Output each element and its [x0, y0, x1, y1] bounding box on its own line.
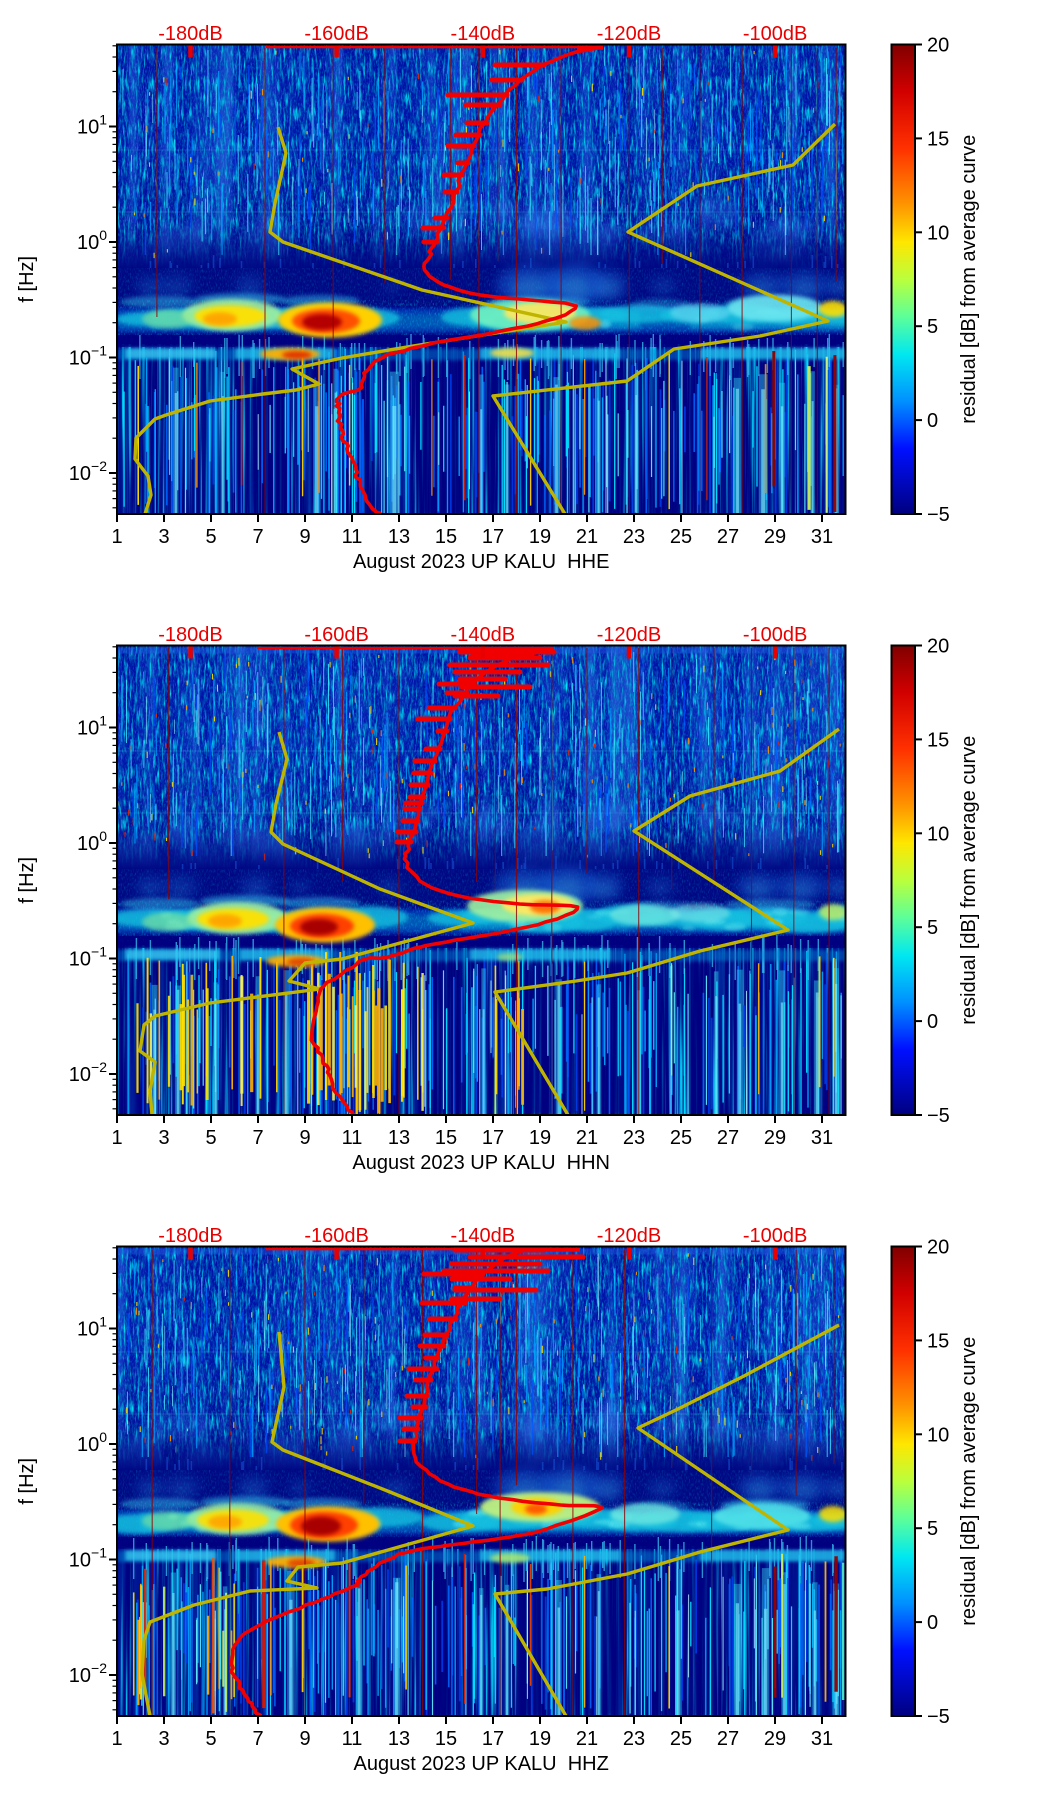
svg-text:1: 1 [111, 1127, 122, 1149]
svg-text:31: 31 [811, 526, 833, 548]
svg-text:August 2023 UP KALU HHE: August 2023 UP KALU HHE [353, 551, 609, 573]
svg-text:-140dB: -140dB [451, 23, 516, 45]
svg-text:13: 13 [388, 1127, 410, 1149]
svg-text:10: 10 [927, 1424, 949, 1446]
svg-text:3: 3 [158, 526, 169, 548]
svg-text:−5: −5 [927, 1105, 950, 1127]
svg-text:August 2023 UP KALU HHN: August 2023 UP KALU HHN [352, 1152, 610, 1174]
svg-text:0: 0 [927, 410, 938, 432]
svg-text:27: 27 [717, 526, 739, 548]
svg-text:20: 20 [927, 1237, 949, 1259]
svg-text:-160dB: -160dB [304, 1225, 369, 1247]
svg-text:25: 25 [670, 526, 692, 548]
svg-text:19: 19 [529, 1127, 551, 1149]
svg-text:August 2023 UP KALU HHZ: August 2023 UP KALU HHZ [354, 1753, 609, 1775]
svg-text:-180dB: -180dB [158, 23, 223, 45]
svg-text:11: 11 [342, 1127, 363, 1149]
svg-text:27: 27 [717, 1127, 739, 1149]
svg-text:-120dB: -120dB [597, 624, 662, 646]
svg-text:residual [dB] from average cur: residual [dB] from average curve [958, 135, 980, 424]
svg-text:23: 23 [623, 526, 645, 548]
svg-text:19: 19 [529, 526, 551, 548]
svg-text:11: 11 [342, 526, 363, 548]
svg-text:5: 5 [927, 1518, 938, 1540]
svg-text:20: 20 [927, 636, 949, 658]
svg-text:7: 7 [252, 1728, 263, 1750]
svg-text:27: 27 [717, 1728, 739, 1750]
svg-text:21: 21 [576, 526, 598, 548]
svg-text:0: 0 [927, 1011, 938, 1033]
svg-text:13: 13 [388, 526, 410, 548]
svg-text:7: 7 [252, 526, 263, 548]
svg-text:10: 10 [927, 222, 949, 244]
svg-text:-100dB: -100dB [743, 1225, 808, 1247]
svg-text:17: 17 [482, 1127, 504, 1149]
svg-text:-120dB: -120dB [597, 23, 662, 45]
svg-text:25: 25 [670, 1127, 692, 1149]
svg-text:-100dB: -100dB [743, 23, 808, 45]
svg-text:29: 29 [764, 526, 786, 548]
svg-text:-100dB: -100dB [743, 624, 808, 646]
svg-text:-140dB: -140dB [451, 624, 516, 646]
svg-text:-140dB: -140dB [451, 1225, 516, 1247]
svg-text:21: 21 [576, 1728, 598, 1750]
svg-text:3: 3 [158, 1127, 169, 1149]
svg-text:9: 9 [299, 526, 310, 548]
svg-text:-160dB: -160dB [304, 23, 369, 45]
svg-text:19: 19 [529, 1728, 551, 1750]
svg-text:15: 15 [927, 128, 949, 150]
svg-text:-180dB: -180dB [158, 1225, 223, 1247]
svg-text:17: 17 [482, 1728, 504, 1750]
svg-text:5: 5 [927, 316, 938, 338]
svg-text:10: 10 [927, 823, 949, 845]
svg-text:29: 29 [764, 1728, 786, 1750]
svg-text:11: 11 [342, 1728, 363, 1750]
svg-text:9: 9 [299, 1127, 310, 1149]
svg-text:1: 1 [111, 526, 122, 548]
svg-text:17: 17 [482, 526, 504, 548]
svg-text:f [Hz]: f [Hz] [16, 857, 38, 904]
svg-text:residual [dB] from average cur: residual [dB] from average curve [958, 1337, 980, 1626]
svg-text:5: 5 [927, 917, 938, 939]
svg-text:21: 21 [576, 1127, 598, 1149]
svg-text:25: 25 [670, 1728, 692, 1750]
svg-text:0: 0 [927, 1612, 938, 1634]
svg-text:residual [dB] from average cur: residual [dB] from average curve [958, 736, 980, 1025]
svg-text:23: 23 [623, 1127, 645, 1149]
svg-text:-160dB: -160dB [304, 624, 369, 646]
svg-text:13: 13 [388, 1728, 410, 1750]
svg-text:31: 31 [811, 1728, 833, 1750]
svg-text:15: 15 [435, 1127, 457, 1149]
svg-text:-180dB: -180dB [158, 624, 223, 646]
svg-text:10−2: 10−2 [69, 1059, 107, 1086]
svg-text:29: 29 [764, 1127, 786, 1149]
svg-text:-120dB: -120dB [597, 1225, 662, 1247]
svg-text:15: 15 [927, 1330, 949, 1352]
svg-text:5: 5 [205, 1127, 216, 1149]
svg-text:f [Hz]: f [Hz] [16, 1458, 38, 1505]
svg-text:5: 5 [205, 1728, 216, 1750]
svg-text:7: 7 [252, 1127, 263, 1149]
svg-text:5: 5 [205, 526, 216, 548]
svg-text:9: 9 [299, 1728, 310, 1750]
svg-text:31: 31 [811, 1127, 833, 1149]
svg-text:3: 3 [158, 1728, 169, 1750]
svg-text:15: 15 [927, 729, 949, 751]
svg-text:15: 15 [435, 526, 457, 548]
svg-text:15: 15 [435, 1728, 457, 1750]
svg-text:23: 23 [623, 1728, 645, 1750]
svg-text:−5: −5 [927, 1706, 950, 1728]
svg-text:20: 20 [927, 35, 949, 57]
svg-text:f [Hz]: f [Hz] [16, 256, 38, 303]
svg-text:−5: −5 [927, 504, 950, 526]
svg-text:1: 1 [111, 1728, 122, 1750]
